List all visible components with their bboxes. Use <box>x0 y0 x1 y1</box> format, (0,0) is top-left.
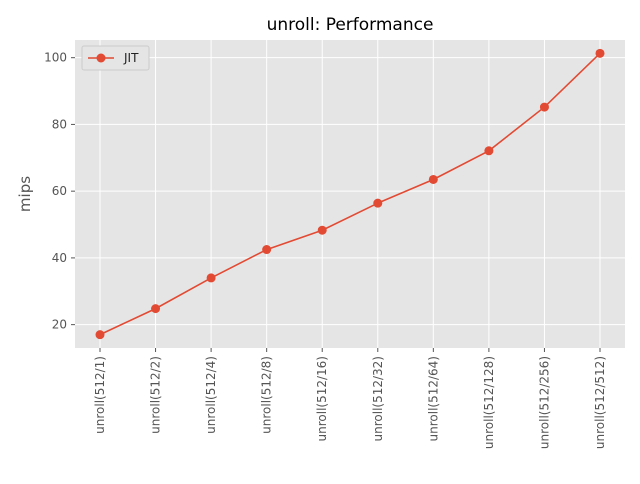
x-tick-label: unroll(512/2) <box>149 356 163 434</box>
data-point <box>373 198 383 208</box>
data-point <box>539 102 549 112</box>
x-tick-label: unroll(512/1) <box>93 356 107 434</box>
x-tick-label: unroll(512/128) <box>482 356 496 449</box>
x-tick-label: unroll(512/4) <box>204 356 218 434</box>
y-tick-label: 20 <box>52 318 67 332</box>
legend-marker <box>96 53 106 63</box>
legend-label-jit: JIT <box>123 51 139 65</box>
y-axis-ticks: 20 40 60 80 100 <box>44 51 75 332</box>
x-tick-label: unroll(512/64) <box>426 356 440 441</box>
y-tick-label: 40 <box>52 251 67 265</box>
data-point <box>262 245 272 255</box>
data-point <box>317 225 327 235</box>
y-axis-label: mips <box>16 176 34 212</box>
plot-area <box>75 40 625 348</box>
series-layer <box>95 48 605 340</box>
chart-title: unroll: Performance <box>267 15 434 35</box>
x-tick-label: unroll(512/8) <box>260 356 274 434</box>
legend: JIT <box>81 45 150 71</box>
data-point <box>428 174 438 184</box>
grid-lines <box>75 40 625 348</box>
legend-frame <box>81 45 150 71</box>
x-tick-label: unroll(512/512) <box>593 356 607 449</box>
y-tick-label: 60 <box>52 184 67 198</box>
x-tick-label: unroll(512/256) <box>537 356 551 449</box>
y-tick-label: 80 <box>52 117 67 131</box>
data-point <box>151 304 161 314</box>
data-point <box>206 273 216 283</box>
data-point <box>95 330 105 340</box>
x-tick-label: unroll(512/16) <box>315 356 329 441</box>
data-point <box>595 48 605 58</box>
series-line-jit <box>99 52 601 336</box>
x-tick-label: unroll(512/32) <box>371 356 385 441</box>
y-tick-label: 100 <box>44 51 67 65</box>
data-point <box>484 146 494 156</box>
x-axis-ticks: unroll(512/1) unroll(512/2) unroll(512/4) u… <box>93 348 607 449</box>
